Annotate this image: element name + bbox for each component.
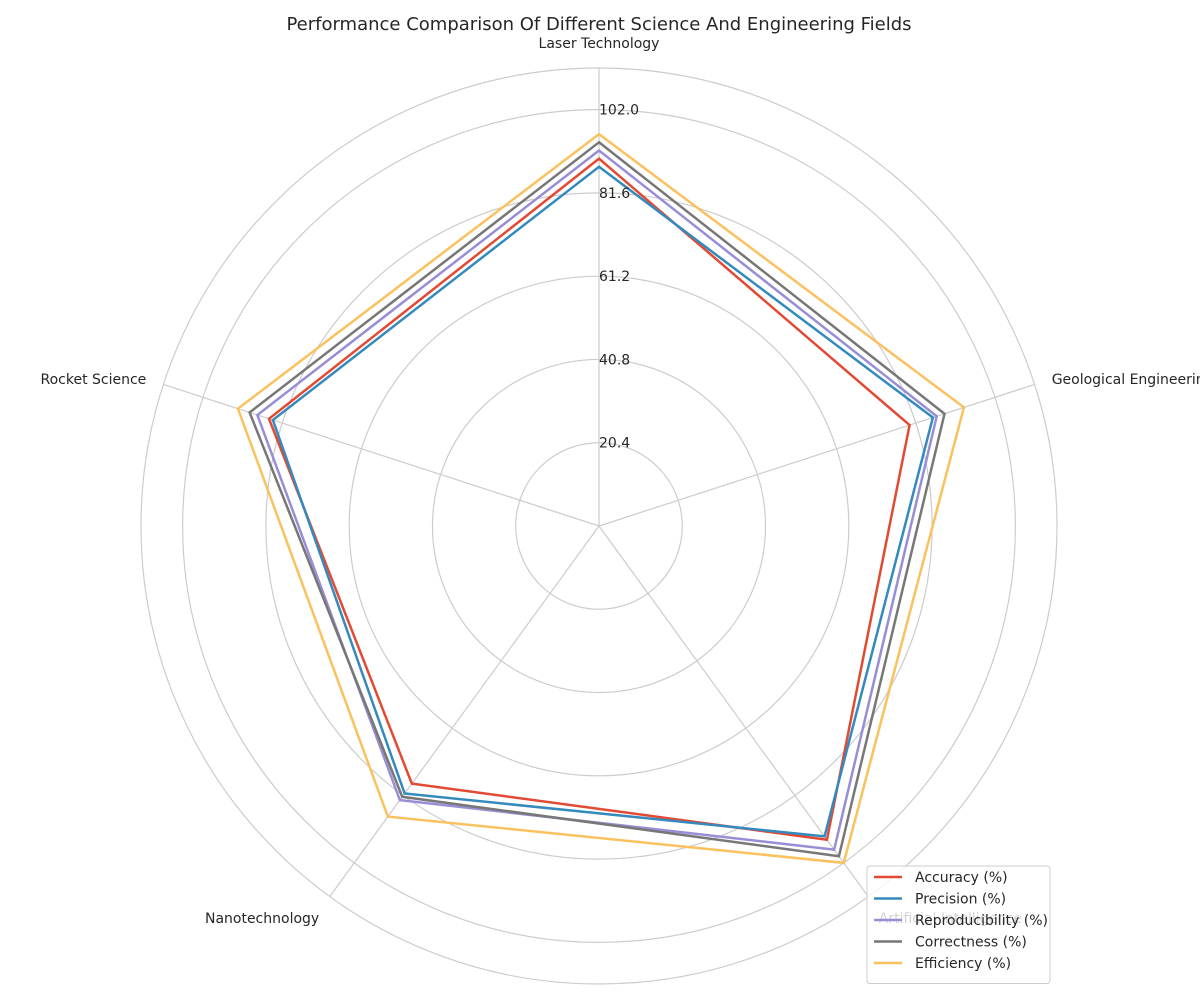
radial-tick-label: 61.2 xyxy=(599,269,630,285)
tick-label-layer: 20.4 40.8 61.2 81.6 102.0 xyxy=(599,103,639,452)
grid-spoke xyxy=(163,383,600,527)
legend: Accuracy (%) Precision (%) Reproducibility… xyxy=(866,865,1051,984)
series-layer xyxy=(236,132,966,865)
category-label: Rocket Science xyxy=(41,372,147,388)
series-line xyxy=(236,132,966,865)
series-line xyxy=(267,157,911,842)
grid-spoke xyxy=(598,525,869,897)
radial-tick-label: 20.4 xyxy=(599,436,630,452)
category-label: Nanotechnology xyxy=(205,911,319,927)
series-line xyxy=(271,165,935,838)
series-line xyxy=(255,148,939,852)
category-label: Laser Technology xyxy=(539,36,660,52)
legend-label: Correctness (%) xyxy=(915,935,1027,951)
category-label: Geological Engineering xyxy=(1052,372,1200,388)
legend-label: Precision (%) xyxy=(915,892,1006,908)
chart-title: Performance Comparison Of Different Scie… xyxy=(286,14,911,35)
grid-spoke xyxy=(329,525,600,897)
grid-layer xyxy=(140,67,1058,985)
legend-label: Accuracy (%) xyxy=(915,870,1008,886)
radial-tick-label: 40.8 xyxy=(599,352,630,368)
grid-spoke xyxy=(598,383,1035,527)
legend-box xyxy=(866,865,1051,984)
legend-label: Efficiency (%) xyxy=(915,956,1011,972)
radial-tick-label: 102.0 xyxy=(599,103,639,119)
series-line xyxy=(248,140,946,858)
legend-label: Reproducibility (%) xyxy=(915,913,1048,929)
radial-tick-label: 81.6 xyxy=(599,186,630,202)
